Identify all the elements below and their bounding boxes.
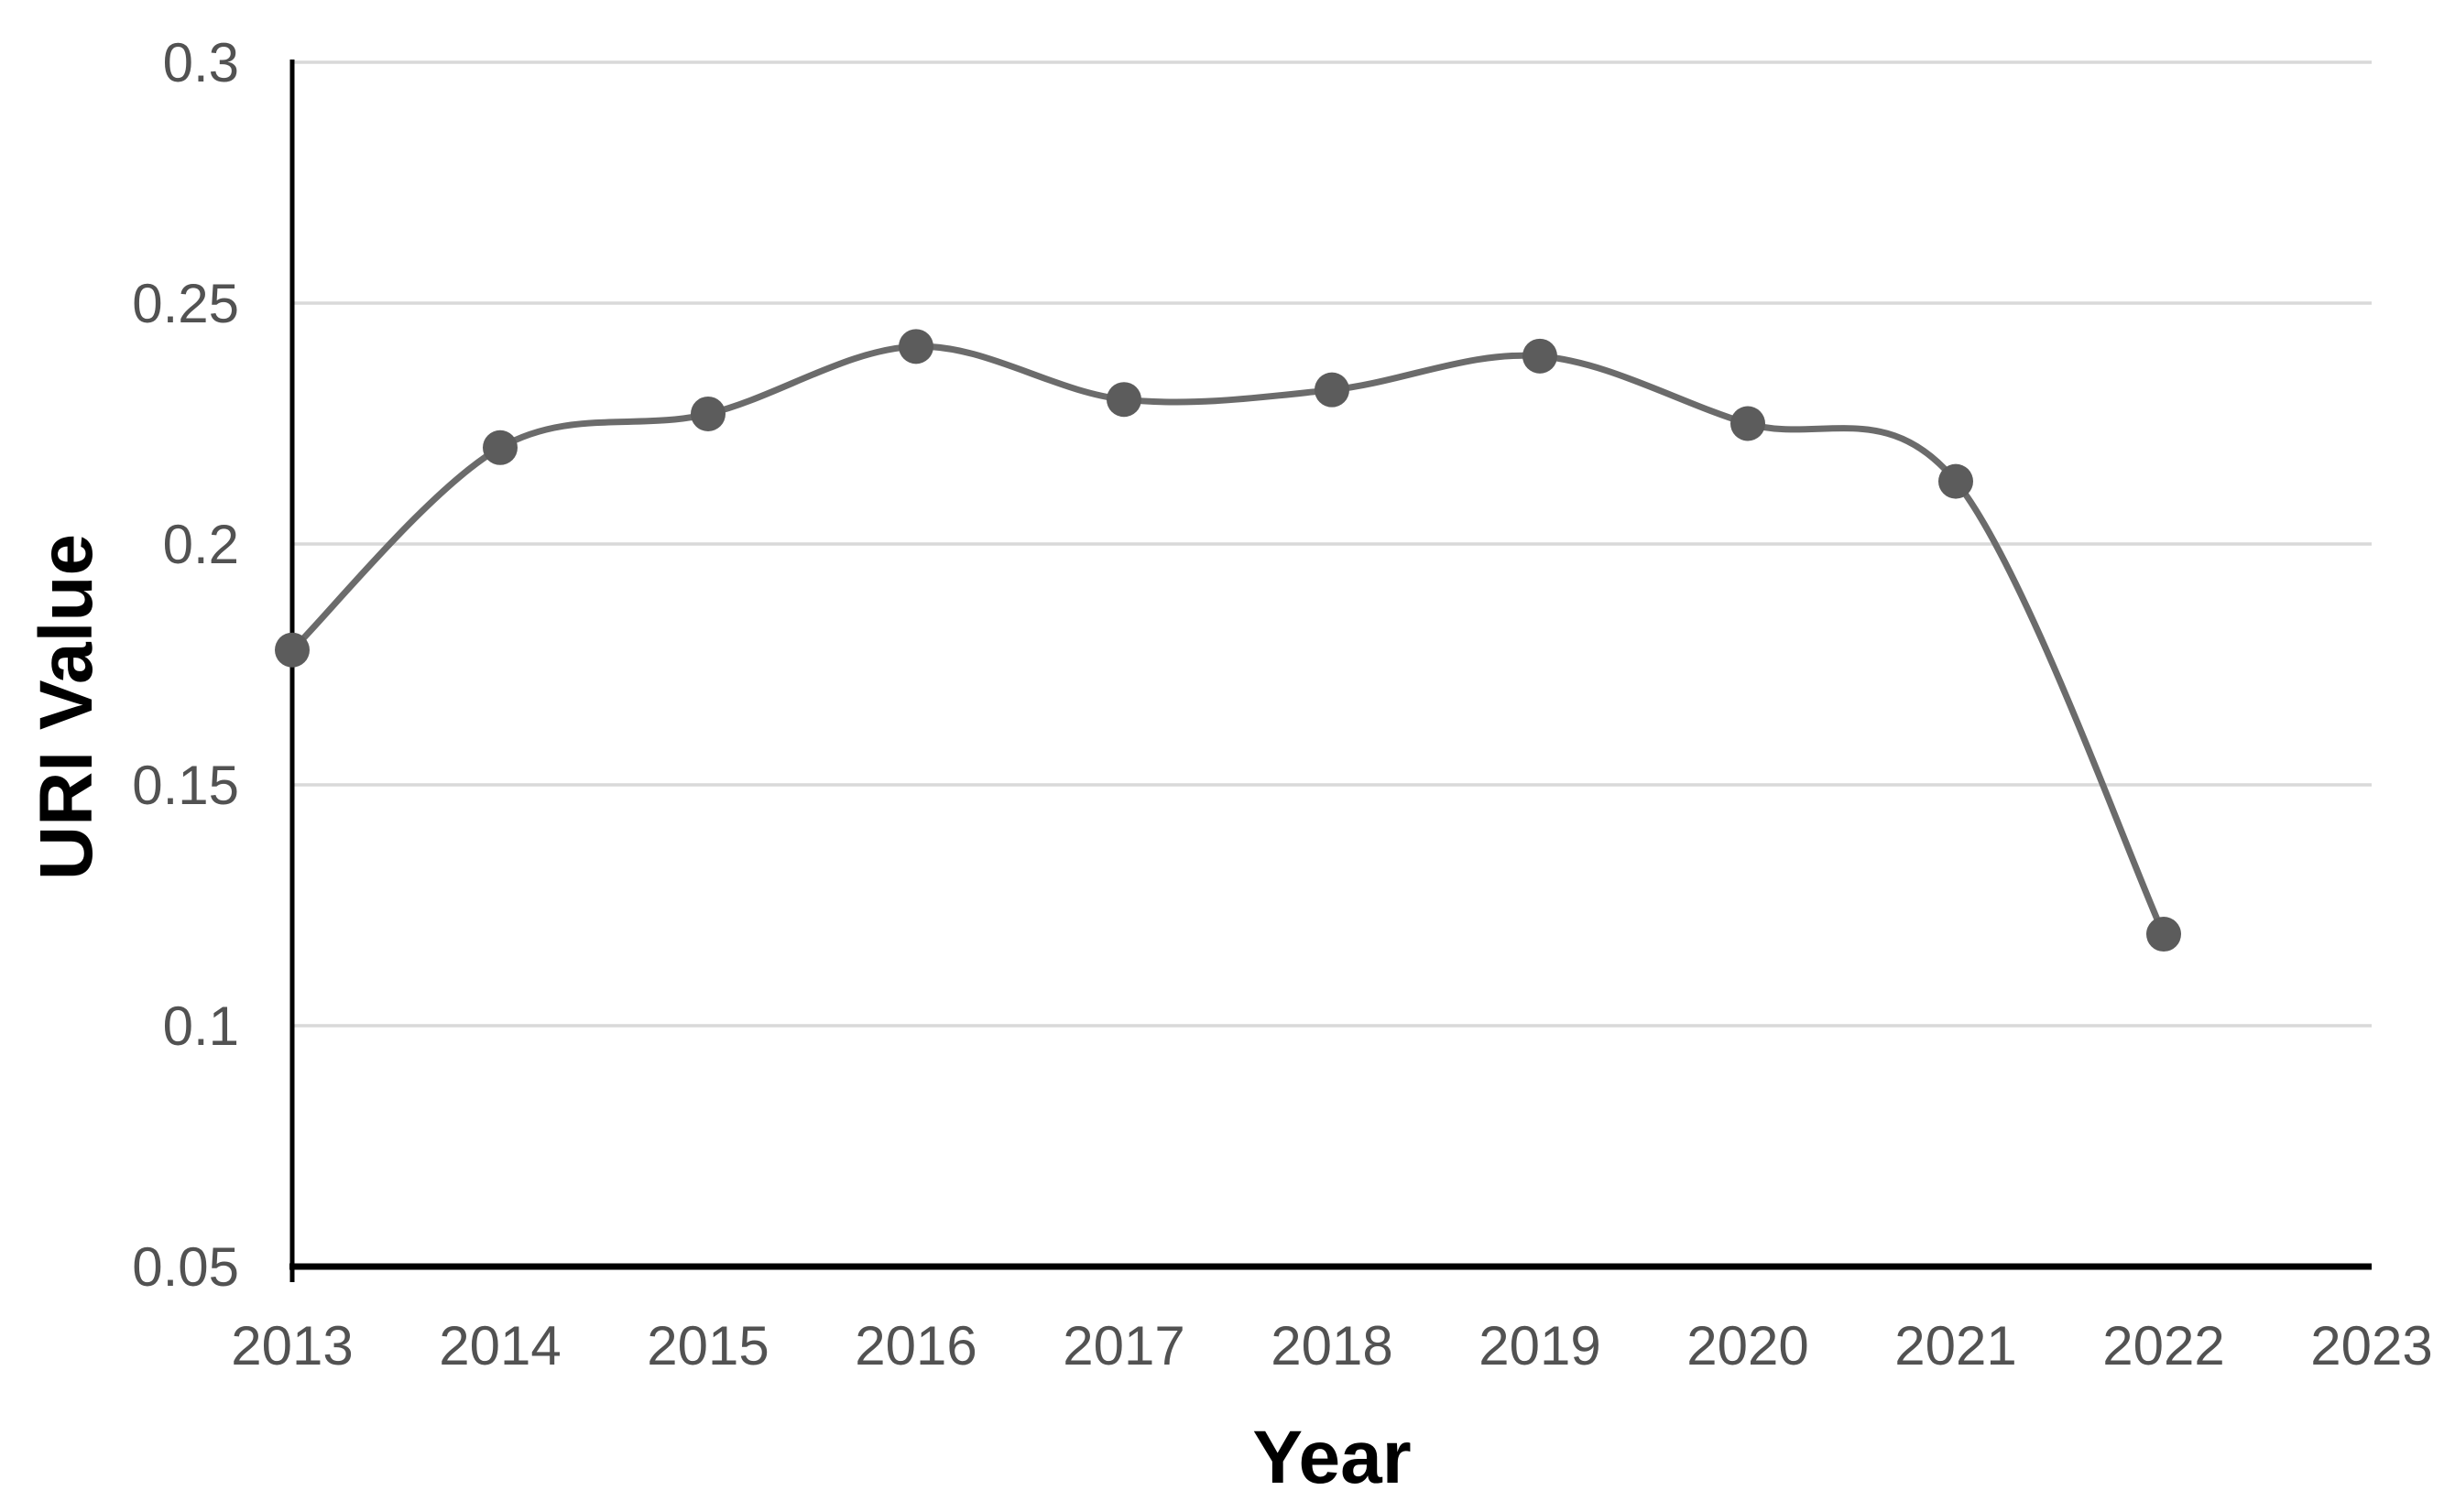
data-point-marker xyxy=(1315,372,1349,408)
y-tick-label: 0.1 xyxy=(163,995,239,1057)
x-tick-label: 2018 xyxy=(1271,1315,1392,1376)
x-tick-label: 2016 xyxy=(855,1315,977,1376)
y-tick-labels-group: 0.3 0.25 0.2 0.15 0.1 0.05 xyxy=(132,32,239,1298)
x-axis-title: Year xyxy=(1252,1416,1411,1499)
data-point-marker xyxy=(1107,382,1141,418)
x-tick-label: 2022 xyxy=(2102,1315,2224,1376)
y-tick-label: 0.3 xyxy=(163,32,239,93)
data-point-marker xyxy=(2146,917,2181,952)
data-point-marker xyxy=(1938,463,1973,499)
data-point-marker xyxy=(1730,406,1765,441)
y-tick-label: 0.2 xyxy=(163,514,239,575)
x-tick-label: 2019 xyxy=(1478,1315,1600,1376)
series-line xyxy=(289,343,2167,938)
data-point-marker xyxy=(899,329,933,364)
data-point-marker xyxy=(483,430,518,465)
x-tick-labels-group: 2013 2014 2015 2016 2017 2018 2019 2020 2021 2022… xyxy=(231,1315,2432,1376)
x-tick-label: 2017 xyxy=(1063,1315,1184,1376)
y-tick-label: 0.15 xyxy=(132,755,239,816)
x-tick-label: 2020 xyxy=(1686,1315,1808,1376)
data-point-marker xyxy=(691,396,726,431)
series-group xyxy=(275,329,2181,952)
axes-group xyxy=(289,60,2372,1282)
data-point-marker xyxy=(275,632,310,668)
y-tick-label: 0.05 xyxy=(132,1236,239,1298)
data-point-marker xyxy=(1522,338,1557,374)
x-tick-label: 2015 xyxy=(647,1315,769,1376)
x-tick-label: 2014 xyxy=(439,1315,561,1376)
y-axis-title: URI Value xyxy=(25,534,108,880)
gridlines-group xyxy=(292,60,2372,1268)
y-tick-label: 0.25 xyxy=(132,273,239,334)
x-tick-label: 2021 xyxy=(1894,1315,2016,1376)
x-tick-label: 2013 xyxy=(231,1315,353,1376)
x-tick-label: 2023 xyxy=(2310,1315,2432,1376)
